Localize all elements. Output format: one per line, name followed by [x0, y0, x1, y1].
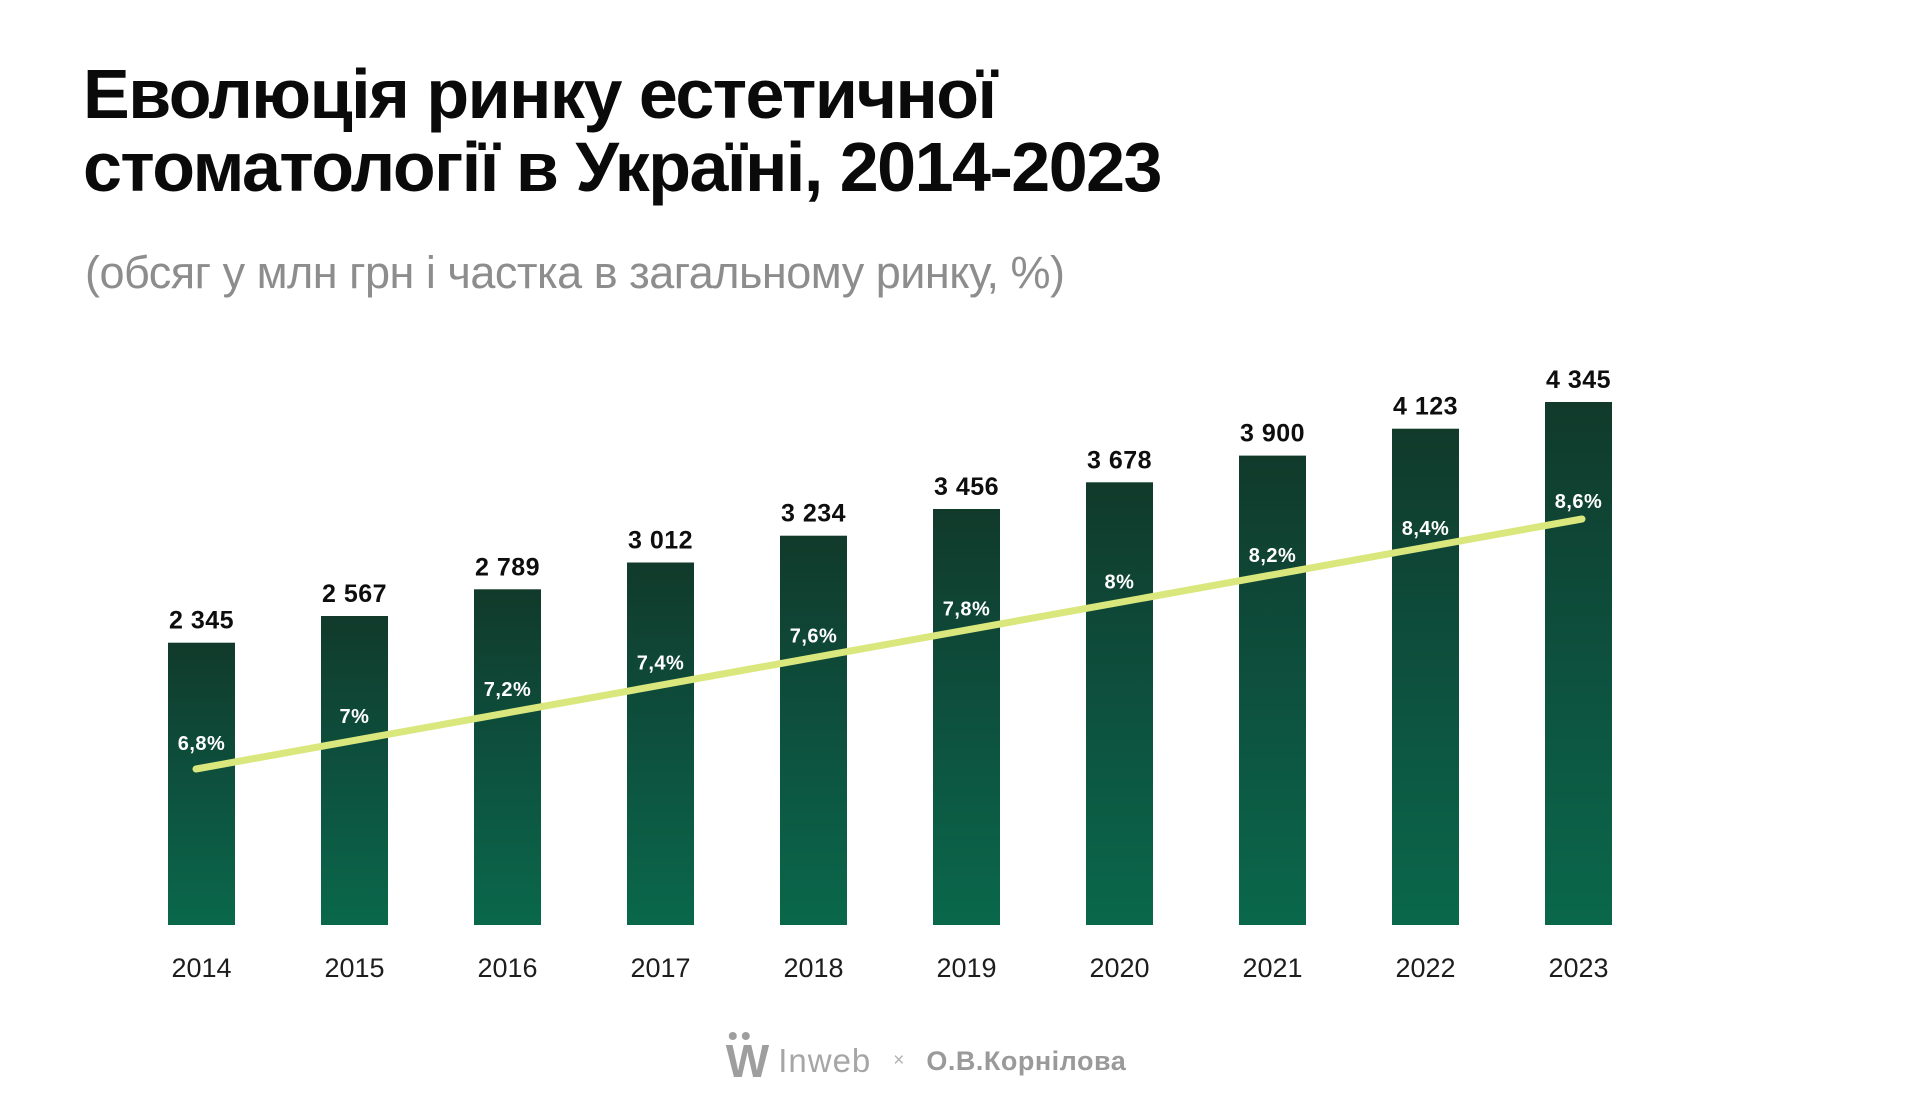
- year-axis-label-2022: 2022: [1395, 953, 1455, 983]
- title-line-2: стоматології в Україні, 2014-2023: [83, 128, 1163, 206]
- year-axis-label-2023: 2023: [1548, 953, 1608, 983]
- year-axis-label-2018: 2018: [783, 953, 843, 983]
- title-line-1: Еволюція ринку естетичної: [83, 55, 997, 133]
- market-share-label-2019: 7,8%: [943, 599, 991, 621]
- market-share-trend-line: [192, 515, 1586, 773]
- bar-value-label-2019: 3 456: [934, 473, 999, 501]
- bar-2018: [780, 535, 847, 925]
- bar-2022: [1392, 428, 1459, 925]
- bar-2021: [1239, 455, 1306, 925]
- bar-value-label-2015: 2 567: [322, 580, 387, 608]
- year-axis-label-2021: 2021: [1242, 953, 1302, 983]
- page-title: Еволюція ринку естетичної стоматології в…: [83, 55, 1163, 206]
- year-axis-label-2017: 2017: [630, 953, 690, 983]
- bar-2017: [627, 562, 694, 925]
- bar-value-label-2020: 3 678: [1087, 446, 1152, 474]
- collaboration-x-separator: ×: [893, 1050, 905, 1072]
- bar-2019: [933, 509, 1000, 925]
- market-share-label-2020: 8%: [1105, 572, 1135, 594]
- bar-2015: [321, 616, 388, 925]
- bar-value-label-2018: 3 234: [781, 500, 846, 528]
- page-subtitle: (обсяг у млн грн і частка в загальному р…: [85, 247, 1065, 298]
- year-axis-label-2019: 2019: [936, 953, 996, 983]
- market-share-label-2014: 6,8%: [178, 733, 226, 755]
- year-axis-label-2020: 2020: [1089, 953, 1149, 983]
- bar-2014: [168, 642, 235, 925]
- footer-credits: W Inweb × О.В.Корнілова: [725, 1032, 1127, 1088]
- bar-value-label-2016: 2 789: [475, 553, 540, 581]
- bar-2016: [474, 589, 541, 925]
- inweb-logo-dots-icon: [728, 1032, 750, 1040]
- bar-value-label-2014: 2 345: [169, 607, 234, 635]
- year-axis-label-2016: 2016: [477, 953, 537, 983]
- market-share-label-2022: 8,4%: [1402, 518, 1450, 540]
- bar-2020: [1086, 482, 1153, 925]
- year-axis-label-2015: 2015: [324, 953, 384, 983]
- bar-value-label-2022: 4 123: [1393, 393, 1458, 421]
- inweb-logo-icon: W: [725, 1032, 770, 1088]
- market-share-label-2016: 7,2%: [484, 679, 532, 701]
- market-share-label-2021: 8,2%: [1249, 545, 1297, 567]
- market-share-label-2018: 7,6%: [790, 626, 838, 648]
- inweb-logo-letter: W: [725, 1035, 770, 1087]
- market-share-label-2017: 7,4%: [637, 652, 685, 674]
- bar-value-label-2021: 3 900: [1240, 420, 1305, 448]
- bar-value-label-2023: 4 345: [1546, 366, 1611, 394]
- market-share-label-2023: 8,6%: [1555, 491, 1603, 513]
- inweb-wordmark: Inweb: [778, 1042, 872, 1080]
- author-name: О.В.Корнілова: [926, 1045, 1127, 1076]
- bar-value-label-2017: 3 012: [628, 527, 693, 555]
- market-share-label-2015: 7%: [340, 706, 370, 728]
- bar-2023: [1545, 402, 1612, 925]
- year-axis-label-2014: 2014: [171, 953, 231, 983]
